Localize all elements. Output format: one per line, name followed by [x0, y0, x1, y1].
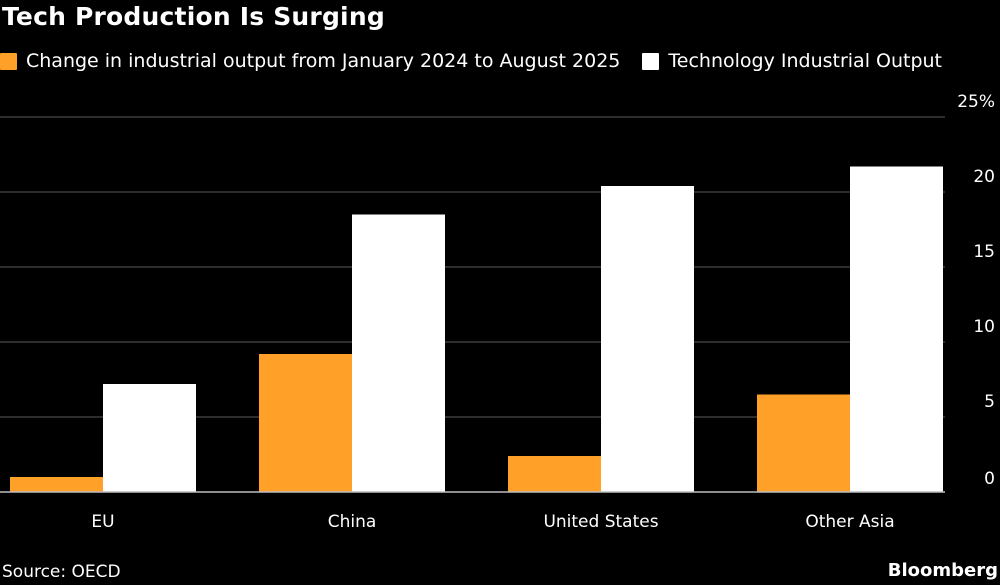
- legend-label-change: Change in industrial output from January…: [26, 50, 621, 72]
- bar-change: [259, 354, 352, 492]
- bar-tech: [601, 186, 694, 492]
- legend-swatch-tech: [642, 52, 660, 70]
- source-note: Source: OECD: [2, 562, 121, 582]
- bar-tech: [352, 214, 445, 492]
- x-tick-label: EU: [91, 512, 114, 532]
- legend-item-tech: Technology Industrial Output: [642, 50, 942, 72]
- legend-item-change: Change in industrial output from January…: [0, 50, 620, 72]
- legend-swatch-change: [0, 52, 17, 70]
- bar-change: [757, 394, 850, 492]
- brand-logo: Bloomberg: [887, 560, 998, 581]
- x-tick-label: China: [328, 512, 377, 532]
- y-tick-label: 20: [973, 167, 995, 187]
- bar-tech: [103, 384, 196, 492]
- x-tick-label: Other Asia: [805, 512, 894, 532]
- legend-label-tech: Technology Industrial Output: [668, 50, 943, 72]
- bar-change: [508, 456, 601, 492]
- x-tick-label: United States: [543, 512, 658, 532]
- y-tick-label: 10: [973, 317, 995, 337]
- y-tick-label: 15: [973, 242, 995, 262]
- bar-tech: [850, 166, 943, 492]
- bar-change: [10, 477, 103, 492]
- chart-title: Tech Production Is Surging: [2, 2, 385, 31]
- legend: Change in industrial output from January…: [0, 50, 964, 72]
- y-tick-label: 5: [984, 392, 995, 412]
- y-tick-label: 0: [984, 469, 995, 489]
- y-tick-label: 25%: [957, 92, 995, 112]
